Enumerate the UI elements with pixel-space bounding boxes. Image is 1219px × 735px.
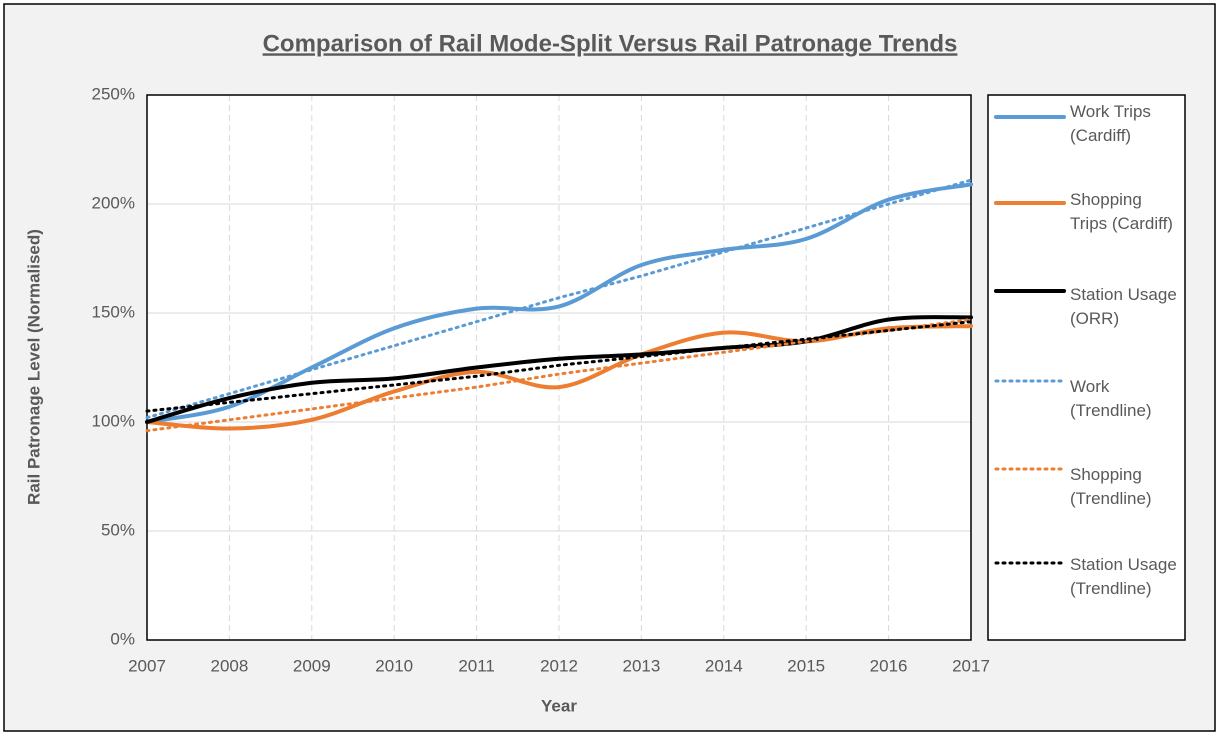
plot-border <box>146 94 972 641</box>
legend-label: Shopping Trips (Cardiff) <box>1070 190 1173 233</box>
series-line <box>145 178 973 420</box>
y-axis-label: Rail Patronage Level (Normalised) <box>24 229 43 505</box>
x-tick-label: 2012 <box>540 656 578 675</box>
x-tick-label: 2013 <box>622 656 660 675</box>
legend-label: Station Usage (ORR) <box>1070 285 1177 328</box>
x-tick-label: 2014 <box>705 656 743 675</box>
x-tick-label: 2009 <box>293 656 331 675</box>
x-tick-label: 2010 <box>375 656 413 675</box>
x-axis-label: Year <box>541 696 577 715</box>
x-tick-label: 2015 <box>787 656 825 675</box>
legend-box <box>987 94 1186 641</box>
x-tick-label: 2008 <box>210 656 248 675</box>
x-tick-label: 2011 <box>458 656 495 675</box>
series-line <box>145 324 973 431</box>
y-tick-label: 150% <box>92 302 135 321</box>
series-line <box>145 182 973 424</box>
y-tick-label: 0% <box>110 629 135 648</box>
legend-label: Shopping (Trendline) <box>1070 465 1152 508</box>
series-line <box>145 320 973 413</box>
x-tick-label: 2007 <box>128 656 166 675</box>
chart-title: Comparison of Rail Mode-Split Versus Rai… <box>263 30 958 57</box>
y-tick-label: 250% <box>92 84 135 103</box>
legend-label: Station Usage (Trendline) <box>1070 555 1177 598</box>
y-tick-label: 200% <box>92 193 135 212</box>
legend-label: Work Trips (Cardiff) <box>1070 102 1151 145</box>
x-tick-label: 2017 <box>952 656 990 675</box>
y-tick-label: 100% <box>92 411 135 430</box>
legend-label: Work (Trendline) <box>1070 377 1152 420</box>
y-tick-label: 50% <box>101 520 135 539</box>
x-tick-label: 2016 <box>870 656 908 675</box>
series-line <box>145 318 973 433</box>
